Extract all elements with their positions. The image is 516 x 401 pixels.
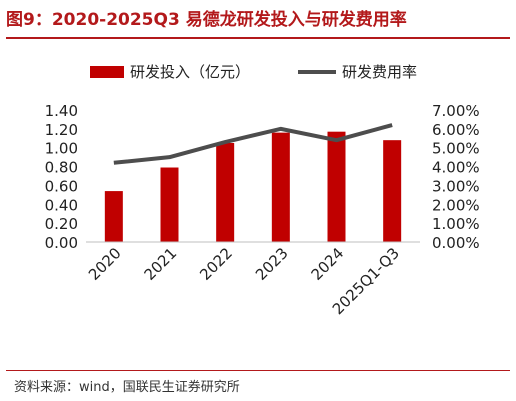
combo-chart: 研发投入（亿元） 研发费用率 0.000.200.400.600.801.001… — [45, 63, 480, 318]
right-tick-label: 4.00% — [432, 159, 480, 177]
rate-line-series — [113, 123, 393, 165]
x-tick-label: 2021 — [141, 244, 181, 284]
bar-2020 — [104, 191, 123, 242]
right-tick-label: 3.00% — [432, 177, 480, 195]
bar-2023 — [271, 132, 290, 242]
right-tick-label: 1.00% — [432, 215, 480, 233]
bar-2024 — [327, 131, 346, 242]
x-tick-label: 2022 — [196, 244, 236, 284]
legend-bar-label: 研发投入（亿元） — [130, 63, 250, 81]
right-tick-label: 6.00% — [432, 121, 480, 139]
left-tick-label: 0.00 — [45, 234, 78, 252]
title-underline — [6, 37, 510, 39]
left-tick-label: 0.40 — [45, 196, 78, 214]
left-tick-label: 1.40 — [45, 102, 78, 120]
bar-series — [104, 131, 402, 242]
bar-2022 — [216, 143, 235, 242]
right-tick-label: 0.00% — [432, 234, 480, 252]
x-tick-label: 2020 — [85, 244, 125, 284]
legend-bar-swatch — [90, 66, 124, 78]
left-tick-label: 1.20 — [45, 121, 78, 139]
source-note: 资料来源：wind，国联民生证券研究所 — [14, 380, 240, 395]
left-axis-ticks: 0.000.200.400.600.801.001.201.40 — [45, 102, 78, 252]
left-tick-label: 1.00 — [45, 140, 78, 158]
footer-rule — [6, 370, 510, 371]
bar-2025Q1-Q3 — [383, 140, 402, 242]
right-tick-label: 2.00% — [432, 196, 480, 214]
bar-2021 — [160, 167, 179, 242]
left-tick-label: 0.60 — [45, 177, 78, 195]
legend-line-label: 研发费用率 — [342, 63, 417, 81]
x-tick-label: 2024 — [308, 244, 348, 284]
legend: 研发投入（亿元） 研发费用率 — [90, 63, 417, 81]
x-tick-label: 2023 — [252, 244, 292, 284]
left-tick-label: 0.20 — [45, 215, 78, 233]
right-axis-ticks: 0.00%1.00%2.00%3.00%4.00%5.00%6.00%7.00% — [432, 102, 480, 252]
figure-title: 图9：2020-2025Q3 易德龙研发投入与研发费用率 — [6, 10, 407, 30]
right-tick-label: 5.00% — [432, 140, 480, 158]
right-tick-label: 7.00% — [432, 102, 480, 120]
left-tick-label: 0.80 — [45, 159, 78, 177]
